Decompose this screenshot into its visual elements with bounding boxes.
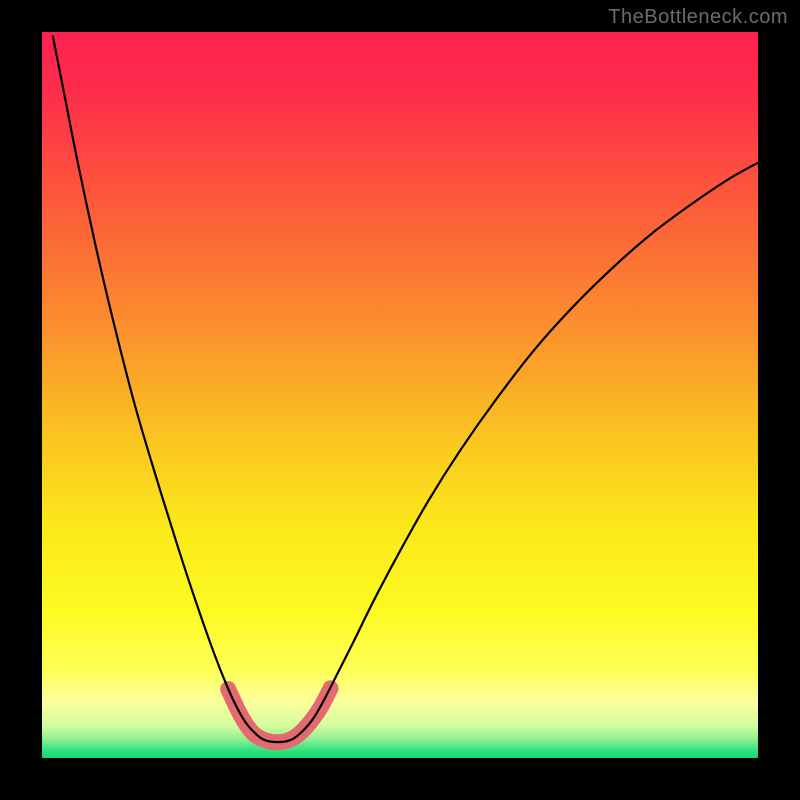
- watermark-text: TheBottleneck.com: [608, 6, 788, 29]
- chart-container: TheBottleneck.com: [0, 0, 800, 800]
- plot-background: [42, 32, 758, 758]
- chart-svg: [0, 0, 800, 800]
